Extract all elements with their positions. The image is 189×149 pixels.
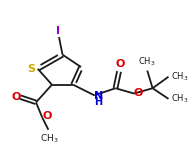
Text: CH$_3$: CH$_3$	[171, 70, 189, 83]
Text: CH$_3$: CH$_3$	[138, 55, 155, 68]
Text: N: N	[94, 91, 103, 101]
Text: I: I	[56, 26, 60, 36]
Text: CH$_3$: CH$_3$	[40, 133, 59, 145]
Text: CH$_3$: CH$_3$	[171, 93, 189, 105]
Text: O: O	[43, 111, 52, 121]
Text: O: O	[133, 88, 143, 98]
Text: S: S	[28, 64, 36, 74]
Text: H: H	[94, 97, 102, 107]
Text: O: O	[115, 59, 125, 69]
Text: O: O	[12, 92, 21, 102]
